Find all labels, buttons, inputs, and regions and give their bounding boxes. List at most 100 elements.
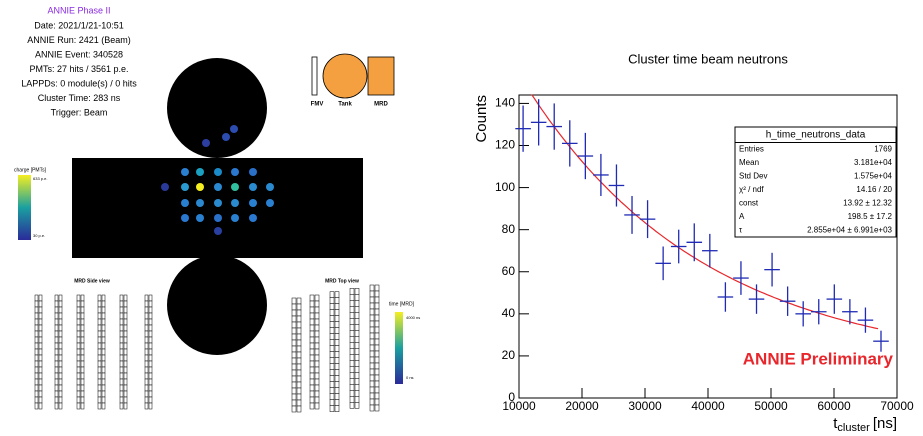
mrd-paddle	[98, 343, 101, 349]
mrd-paddle	[81, 367, 84, 373]
mrd-paddle	[145, 301, 148, 307]
mrd-paddle	[370, 333, 374, 339]
mrd-paddle	[370, 375, 374, 381]
mrd-paddle	[335, 346, 339, 352]
mrd-paddle	[59, 373, 62, 379]
mrd-paddle	[55, 307, 58, 313]
mrd-paddle	[102, 313, 105, 319]
mrd-paddle	[98, 313, 101, 319]
mrd-paddle	[39, 385, 42, 391]
mrd-paddle	[39, 319, 42, 325]
mrd-paddle	[81, 313, 84, 319]
mrd-paddle	[335, 340, 339, 346]
mrd-paddle	[77, 301, 80, 307]
mrd-paddle	[120, 337, 123, 343]
mrd-paddle	[81, 301, 84, 307]
mrd-paddle	[297, 358, 301, 364]
mrd-paddle	[102, 301, 105, 307]
charge-colorbar	[18, 175, 31, 240]
mrd-paddle	[297, 364, 301, 370]
y-tick-label: 100	[495, 180, 515, 194]
mrd-paddle	[370, 363, 374, 369]
mrd-paddle	[102, 337, 105, 343]
pmt-hit	[181, 183, 189, 191]
mrd-paddle	[355, 312, 359, 318]
mrd-side-title: MRD Side view	[74, 278, 110, 284]
x-axis-label: tcluster[ns]	[833, 415, 897, 431]
mrd-paddle	[59, 331, 62, 337]
mrd-paddle	[35, 391, 38, 397]
mrd-paddle	[292, 406, 296, 412]
mrd-paddle	[59, 301, 62, 307]
mrd-paddle	[297, 394, 301, 400]
tank-icon	[323, 54, 367, 98]
mrd-paddle	[370, 285, 374, 291]
display-info: LAPPDs: 0 module(s) / 0 hits	[21, 78, 137, 88]
mrd-paddle	[39, 301, 42, 307]
mrd-paddle	[335, 310, 339, 316]
mrd-paddle	[98, 331, 101, 337]
pmt-hit	[230, 125, 238, 133]
mrd-paddle	[149, 355, 152, 361]
mrd-paddle	[77, 337, 80, 343]
mrd-paddle	[370, 321, 374, 327]
colorbar-title: charge [PMTs]	[14, 167, 47, 173]
mrd-paddle	[81, 379, 84, 385]
y-tick-label: 20	[502, 348, 516, 362]
stats-value: 3.181e+04	[854, 158, 893, 167]
mrd-paddle	[330, 352, 334, 358]
mrd-paddle	[375, 375, 379, 381]
mrd-paddle	[149, 319, 152, 325]
pmt-hit	[202, 139, 210, 147]
mrd-paddle	[120, 343, 123, 349]
mrd-paddle	[39, 379, 42, 385]
mrd-paddle	[59, 379, 62, 385]
mrd-paddle	[81, 349, 84, 355]
mrd-paddle	[77, 343, 80, 349]
mrd-paddle	[35, 385, 38, 391]
mrd-paddle	[98, 349, 101, 355]
mrd-paddle	[120, 331, 123, 337]
mrd-paddle	[315, 367, 319, 373]
mrd-paddle	[297, 298, 301, 304]
mrd-paddle	[350, 348, 354, 354]
stats-key: Mean	[739, 158, 759, 167]
mrd-paddle	[370, 357, 374, 363]
mrd-paddle	[315, 349, 319, 355]
mrd-paddle	[292, 304, 296, 310]
mrd-paddle	[102, 319, 105, 325]
pmt-hit	[196, 199, 204, 207]
mrd-paddle	[370, 393, 374, 399]
mrd-paddle	[124, 331, 127, 337]
mrd-paddle	[315, 379, 319, 385]
mrd-paddle	[149, 307, 152, 313]
pmt-hit	[249, 199, 257, 207]
mrd-paddle	[120, 301, 123, 307]
mrd-paddle	[292, 334, 296, 340]
mrd-paddle	[39, 337, 42, 343]
mrd-paddle	[81, 373, 84, 379]
mrd-paddle	[77, 397, 80, 403]
mrd-paddle	[355, 300, 359, 306]
pmt-hit	[181, 214, 189, 222]
mrd-paddle	[335, 304, 339, 310]
mrd-paddle	[310, 349, 314, 355]
mrd-paddle	[120, 379, 123, 385]
mrd-paddle	[315, 391, 319, 397]
stats-value: 13.92 ± 12.32	[843, 198, 892, 207]
mrd-paddle	[335, 292, 339, 298]
mrd-paddle	[292, 310, 296, 316]
mrd-paddle	[355, 372, 359, 378]
mrd-paddle	[292, 370, 296, 376]
pmt-hit	[231, 183, 239, 191]
mrd-paddle	[81, 361, 84, 367]
mrd-paddle	[124, 379, 127, 385]
mrd-paddle	[350, 354, 354, 360]
mrd-paddle	[355, 348, 359, 354]
mrd-paddle	[145, 373, 148, 379]
pmt-hit	[231, 214, 239, 222]
mrd-paddle	[310, 385, 314, 391]
mrd-paddle	[149, 361, 152, 367]
mrd-paddle	[120, 349, 123, 355]
mrd-paddle	[149, 373, 152, 379]
